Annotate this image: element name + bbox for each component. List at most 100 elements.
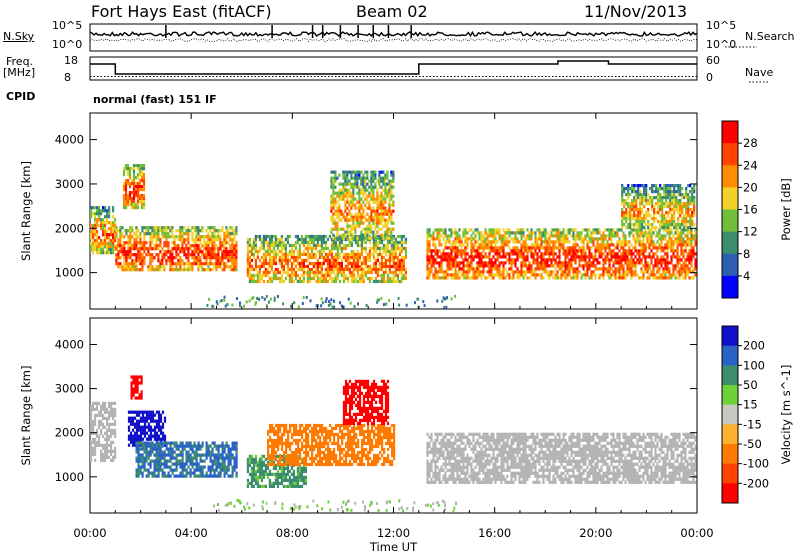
- velocity-cell: [110, 446, 113, 450]
- power-cell: [474, 237, 477, 241]
- power-cell: [352, 191, 355, 195]
- power-cell: [380, 179, 383, 183]
- power-cell: [191, 253, 194, 257]
- power-cell: [686, 240, 689, 244]
- power-cell: [504, 240, 507, 244]
- power-colorbar-segment: [722, 253, 738, 277]
- power-cell: [522, 264, 525, 268]
- power-cell: [454, 231, 457, 235]
- velocity-cell: [96, 401, 99, 405]
- power-cell: [444, 240, 447, 244]
- power-colorbar-tick-label: 4: [743, 269, 750, 283]
- power-cell: [494, 252, 497, 256]
- power-cell: [197, 262, 200, 266]
- power-cell: [669, 202, 672, 206]
- power-cell: [330, 243, 333, 248]
- power-cell: [468, 255, 471, 259]
- power-cell: [262, 237, 265, 242]
- power-cell: [494, 237, 497, 241]
- power-cell: [340, 246, 343, 251]
- power-cell: [594, 276, 597, 280]
- power-cell: [478, 234, 481, 238]
- power-cell: [526, 258, 529, 262]
- power-cell: [668, 273, 671, 277]
- power-cell: [538, 237, 541, 241]
- power-cell: [380, 215, 383, 219]
- velocity-cell: [133, 437, 137, 441]
- power-cell: [366, 236, 369, 240]
- power-cell: [492, 237, 495, 241]
- power-cell: [616, 261, 619, 265]
- power-cell: [679, 193, 682, 197]
- power-cell: [233, 247, 236, 251]
- power-cell: [452, 261, 455, 265]
- power-cell: [682, 228, 685, 232]
- power-cell: [350, 200, 353, 204]
- power-cell: [134, 182, 138, 186]
- power-cell: [683, 220, 686, 224]
- power-cell: [540, 237, 543, 241]
- power-cell: [94, 224, 97, 228]
- power-cell: [203, 247, 206, 251]
- power-cell: [388, 227, 391, 231]
- power-cell: [129, 265, 132, 269]
- velocity-cell: [112, 428, 115, 432]
- power-cell: [490, 246, 493, 250]
- power-cell: [660, 237, 663, 241]
- power-cell: [362, 246, 365, 251]
- power-cell: [227, 229, 230, 233]
- power-cell: [480, 273, 483, 277]
- power-cell: [128, 191, 132, 195]
- velocity-cell: [157, 422, 161, 426]
- power-cell: [436, 276, 439, 280]
- power-cell: [330, 267, 333, 272]
- power-cell: [438, 276, 441, 280]
- power-cell: [504, 252, 507, 256]
- power-cell: [136, 185, 140, 189]
- power-cell: [342, 185, 345, 189]
- power-cell: [356, 170, 359, 174]
- power-cell: [608, 237, 611, 241]
- velocity-cell: [127, 410, 131, 414]
- power-cell: [614, 258, 617, 262]
- power-cell: [602, 264, 605, 268]
- power-cell: [262, 240, 265, 245]
- power-cell: [642, 234, 645, 238]
- power-cell: [181, 259, 184, 263]
- power-cell: [151, 241, 154, 245]
- power-cell: [125, 253, 128, 257]
- power-cell: [149, 238, 152, 242]
- power-cell: [286, 255, 289, 260]
- power-cell: [630, 270, 633, 274]
- power-cell: [516, 267, 519, 271]
- power-cell: [392, 209, 395, 213]
- power-cell: [262, 252, 265, 257]
- power-cell: [448, 255, 451, 259]
- power-cell: [454, 246, 457, 250]
- power-cell: [114, 224, 117, 228]
- power-cell: [296, 279, 299, 284]
- power-cell: [274, 237, 277, 242]
- power-cell: [440, 228, 443, 232]
- power-cell: [476, 231, 479, 235]
- power-cell: [582, 237, 585, 241]
- power-cell: [568, 240, 571, 244]
- power-cell: [354, 236, 357, 240]
- power-cell: [138, 197, 142, 201]
- power-cell: [388, 182, 391, 186]
- velocity-cell: [151, 419, 155, 423]
- power-cell: [344, 170, 347, 174]
- velocity-cell: [147, 425, 151, 429]
- power-cell: [528, 270, 531, 274]
- power-cell: [512, 237, 515, 241]
- power-cell: [652, 267, 655, 271]
- power-cell: [600, 240, 603, 244]
- power-cell: [518, 255, 521, 259]
- velocity-cell: [149, 416, 153, 420]
- power-cell: [404, 249, 407, 254]
- power-cell: [157, 265, 160, 269]
- power-cell: [482, 234, 485, 238]
- power-cell: [624, 240, 627, 244]
- power-noise-cell: [215, 300, 218, 304]
- power-cell: [332, 267, 335, 272]
